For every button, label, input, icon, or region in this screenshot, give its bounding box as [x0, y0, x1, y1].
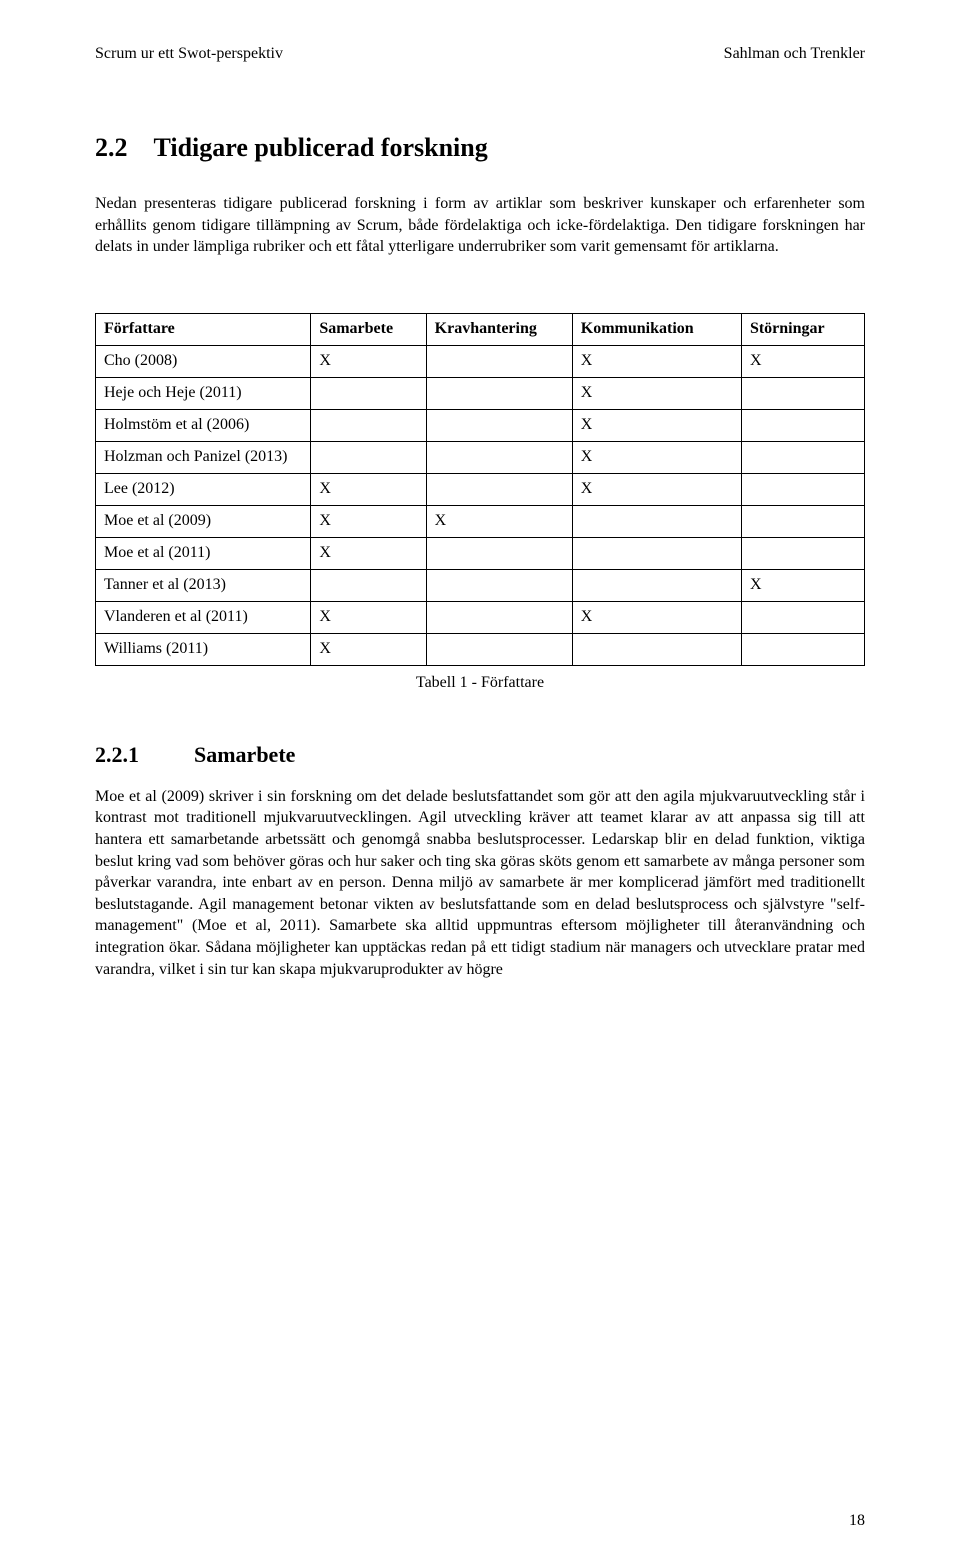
cell-stor: [741, 537, 864, 569]
cell-author: Heje och Heje (2011): [96, 377, 311, 409]
header-left: Scrum ur ett Swot-perspektiv: [95, 45, 283, 63]
table-row: Holmstöm et al (2006) X: [96, 409, 865, 441]
cell-author: Cho (2008): [96, 345, 311, 377]
cell-krav: [426, 601, 572, 633]
cell-samarbete: [311, 409, 426, 441]
section-number: 2.2: [95, 133, 128, 162]
col-header-kommunikation: Kommunikation: [572, 313, 741, 345]
table-header-row: Författare Samarbete Kravhantering Kommu…: [96, 313, 865, 345]
cell-komm: X: [572, 473, 741, 505]
cell-stor: [741, 377, 864, 409]
table-row: Williams (2011) X: [96, 633, 865, 665]
section-intro-paragraph: Nedan presenteras tidigare publicerad fo…: [95, 193, 865, 258]
cell-samarbete: X: [311, 633, 426, 665]
col-header-author: Författare: [96, 313, 311, 345]
cell-samarbete: X: [311, 505, 426, 537]
subsection-body-paragraph: Moe et al (2009) skriver i sin forskning…: [95, 786, 865, 980]
table-row: Holzman och Panizel (2013) X: [96, 441, 865, 473]
table-caption: Tabell 1 - Författare: [95, 674, 865, 692]
col-header-kravhantering: Kravhantering: [426, 313, 572, 345]
table-row: Heje och Heje (2011) X: [96, 377, 865, 409]
cell-krav: X: [426, 505, 572, 537]
cell-author: Tanner et al (2013): [96, 569, 311, 601]
cell-komm: [572, 633, 741, 665]
section-heading: 2.2 Tidigare publicerad forskning: [95, 133, 865, 163]
section-title: Tidigare publicerad forskning: [154, 133, 488, 162]
cell-krav: [426, 633, 572, 665]
cell-samarbete: [311, 569, 426, 601]
cell-krav: [426, 473, 572, 505]
subsection-heading: 2.2.1 Samarbete: [95, 742, 865, 768]
cell-krav: [426, 441, 572, 473]
cell-author: Holmstöm et al (2006): [96, 409, 311, 441]
cell-krav: [426, 345, 572, 377]
cell-author: Moe et al (2011): [96, 537, 311, 569]
cell-samarbete: X: [311, 601, 426, 633]
table-row: Lee (2012) X X: [96, 473, 865, 505]
cell-samarbete: X: [311, 537, 426, 569]
cell-samarbete: X: [311, 473, 426, 505]
cell-samarbete: [311, 441, 426, 473]
cell-krav: [426, 569, 572, 601]
table-row: Cho (2008) X X X: [96, 345, 865, 377]
header-right: Sahlman och Trenkler: [724, 45, 865, 63]
cell-stor: [741, 473, 864, 505]
cell-krav: [426, 537, 572, 569]
cell-komm: X: [572, 441, 741, 473]
cell-stor: X: [741, 345, 864, 377]
cell-stor: [741, 601, 864, 633]
cell-komm: X: [572, 409, 741, 441]
table-row: Vlanderen et al (2011) X X: [96, 601, 865, 633]
col-header-storningar: Störningar: [741, 313, 864, 345]
cell-komm: [572, 537, 741, 569]
subsection-number: 2.2.1: [95, 742, 139, 768]
cell-author: Vlanderen et al (2011): [96, 601, 311, 633]
cell-krav: [426, 409, 572, 441]
cell-komm: [572, 569, 741, 601]
cell-stor: [741, 409, 864, 441]
cell-komm: X: [572, 377, 741, 409]
cell-stor: [741, 441, 864, 473]
cell-stor: [741, 505, 864, 537]
cell-stor: [741, 633, 864, 665]
subsection-title: Samarbete: [194, 742, 295, 767]
table-row: Moe et al (2009) X X: [96, 505, 865, 537]
authors-table: Författare Samarbete Kravhantering Kommu…: [95, 313, 865, 666]
cell-author: Holzman och Panizel (2013): [96, 441, 311, 473]
page-number: 18: [849, 1512, 865, 1530]
table-row: Moe et al (2011) X: [96, 537, 865, 569]
cell-komm: [572, 505, 741, 537]
cell-komm: X: [572, 345, 741, 377]
cell-author: Williams (2011): [96, 633, 311, 665]
cell-author: Lee (2012): [96, 473, 311, 505]
cell-komm: X: [572, 601, 741, 633]
col-header-samarbete: Samarbete: [311, 313, 426, 345]
cell-krav: [426, 377, 572, 409]
running-header: Scrum ur ett Swot-perspektiv Sahlman och…: [95, 45, 865, 63]
cell-samarbete: [311, 377, 426, 409]
table-row: Tanner et al (2013) X: [96, 569, 865, 601]
page-container: Scrum ur ett Swot-perspektiv Sahlman och…: [0, 0, 960, 1565]
cell-stor: X: [741, 569, 864, 601]
table-body: Cho (2008) X X X Heje och Heje (2011) X …: [96, 345, 865, 665]
cell-author: Moe et al (2009): [96, 505, 311, 537]
cell-samarbete: X: [311, 345, 426, 377]
